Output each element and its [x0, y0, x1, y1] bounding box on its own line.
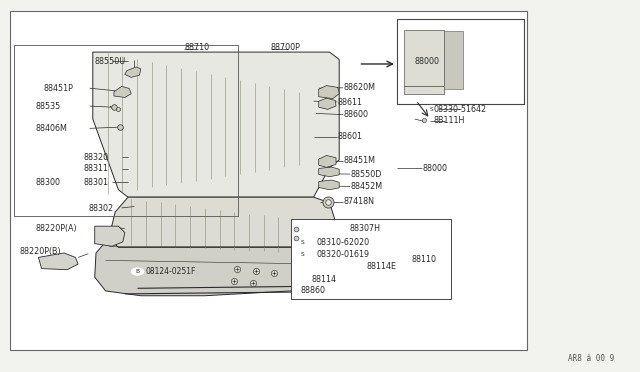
Polygon shape: [319, 167, 339, 177]
Text: 88700P: 88700P: [271, 43, 301, 52]
Text: 88452M: 88452M: [350, 182, 382, 191]
Text: S: S: [429, 107, 433, 112]
Bar: [404, 30, 444, 86]
Text: S: S: [300, 240, 304, 245]
Text: 88451P: 88451P: [44, 84, 74, 93]
Text: 88320: 88320: [83, 153, 108, 162]
Text: 88000: 88000: [415, 57, 440, 66]
Text: 88300: 88300: [35, 178, 60, 187]
Bar: [444, 31, 463, 89]
Bar: [10, 11, 527, 350]
Text: 88000: 88000: [422, 164, 447, 173]
Text: 88110: 88110: [412, 255, 436, 264]
Text: S: S: [300, 252, 304, 257]
Text: 88114: 88114: [311, 275, 336, 283]
Polygon shape: [95, 238, 349, 296]
Polygon shape: [319, 155, 336, 167]
Circle shape: [296, 239, 308, 246]
Bar: [291, 219, 451, 299]
Text: 88307H: 88307H: [349, 224, 380, 233]
Polygon shape: [319, 180, 339, 190]
Circle shape: [424, 105, 438, 113]
Text: 08320-01619: 08320-01619: [316, 250, 369, 259]
Circle shape: [131, 268, 144, 275]
Text: 88451M: 88451M: [343, 156, 375, 165]
Text: 88406M: 88406M: [35, 124, 67, 133]
Polygon shape: [109, 197, 336, 247]
Polygon shape: [319, 98, 336, 109]
Circle shape: [296, 251, 308, 258]
Text: 88114E: 88114E: [366, 262, 396, 271]
Text: 88301: 88301: [83, 178, 108, 187]
Text: 88311: 88311: [83, 164, 108, 173]
Text: AR8 â 00 9: AR8 â 00 9: [568, 354, 614, 363]
Text: 08330-51642: 08330-51642: [434, 105, 487, 114]
Bar: [404, 86, 444, 94]
Polygon shape: [114, 86, 131, 97]
Text: 88535: 88535: [35, 102, 60, 110]
Text: B: B: [136, 269, 140, 274]
Polygon shape: [93, 52, 339, 197]
Text: 88860: 88860: [301, 286, 326, 295]
Polygon shape: [95, 226, 125, 246]
Text: 88611: 88611: [337, 98, 362, 107]
Text: 08124-0251F: 08124-0251F: [146, 267, 196, 276]
Text: 88220P(A): 88220P(A): [35, 224, 77, 233]
Polygon shape: [125, 67, 141, 77]
Text: 8B111H: 8B111H: [434, 116, 465, 125]
Polygon shape: [38, 253, 78, 270]
Text: 88620M: 88620M: [343, 83, 375, 92]
Text: 88710: 88710: [184, 43, 209, 52]
Polygon shape: [319, 86, 339, 99]
Text: 88550U: 88550U: [95, 57, 126, 65]
Text: 88550D: 88550D: [350, 170, 381, 179]
Bar: [14, 45, 238, 216]
Text: 88220P(B): 88220P(B): [19, 247, 61, 256]
Text: 88600: 88600: [343, 110, 368, 119]
Text: 88302: 88302: [88, 204, 113, 213]
Bar: [397, 19, 524, 104]
Text: 08310-62020: 08310-62020: [316, 238, 369, 247]
Text: 88601: 88601: [337, 132, 362, 141]
Text: 87418N: 87418N: [343, 197, 374, 206]
